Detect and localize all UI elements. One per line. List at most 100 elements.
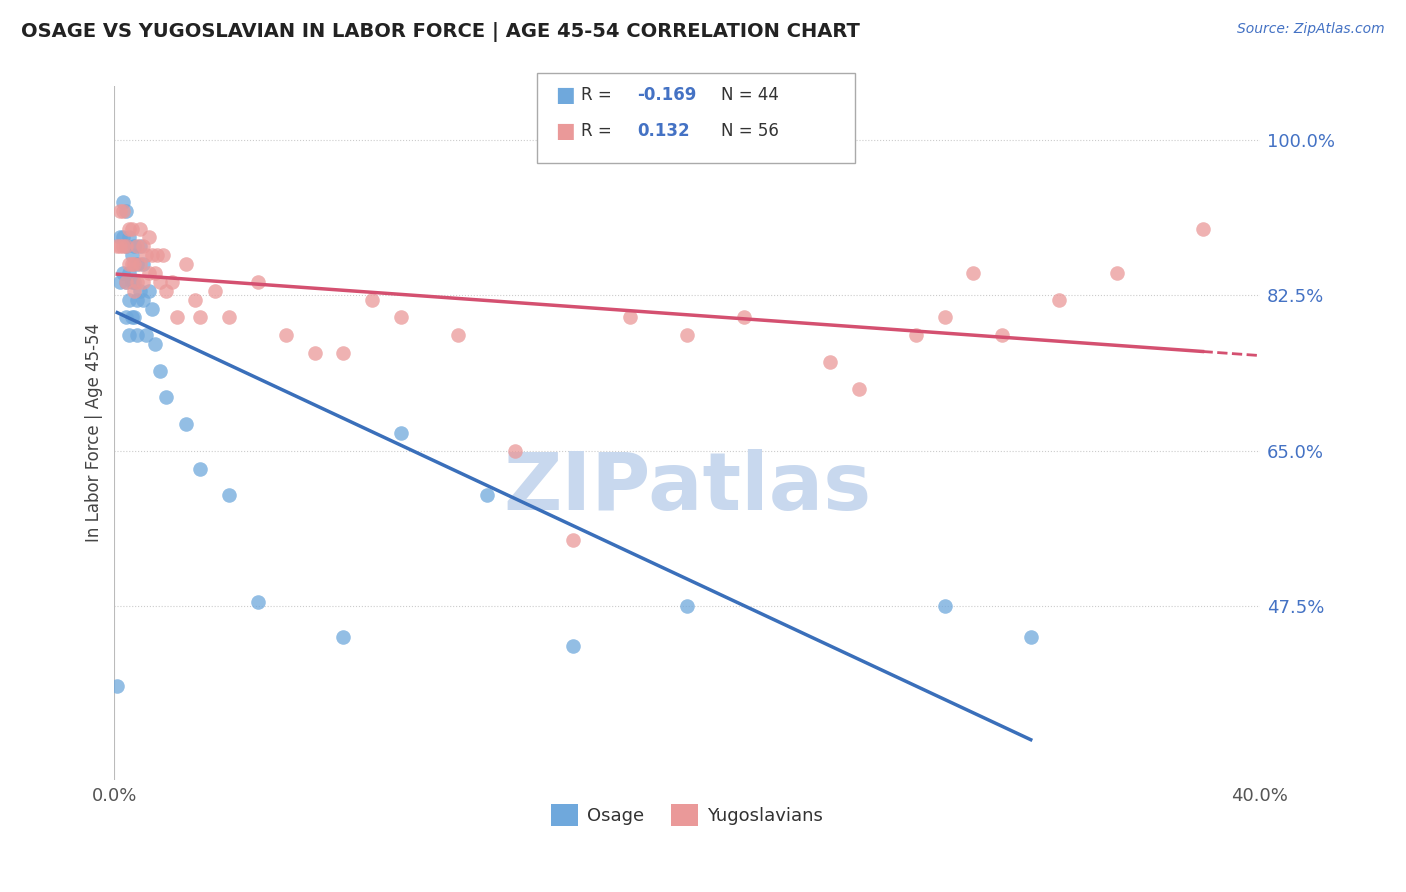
Text: N = 56: N = 56 (721, 122, 779, 140)
Point (143, 337, 166, 351)
Point (132, 293, 155, 307)
Legend: Osage, Yugoslavians: Osage, Yugoslavians (544, 797, 831, 833)
Point (124, 275, 146, 289)
Point (129, 284, 152, 298)
Text: ■: ■ (555, 86, 575, 105)
Point (105, 239, 128, 253)
Point (174, 257, 197, 271)
Point (676, 599, 699, 614)
Point (118, 328, 141, 343)
Point (149, 275, 172, 289)
Point (204, 284, 226, 298)
Point (132, 275, 155, 289)
Point (820, 355, 842, 369)
Point (111, 203, 134, 218)
Point (135, 248, 157, 262)
Point (389, 310, 412, 325)
Point (991, 328, 1014, 343)
Y-axis label: In Labor Force | Age 45-54: In Labor Force | Age 45-54 (86, 324, 103, 542)
Point (276, 328, 298, 343)
Point (1105, 266, 1128, 280)
Text: R =: R = (581, 122, 617, 140)
Point (115, 275, 138, 289)
Point (127, 257, 149, 271)
Text: ZIPatlas: ZIPatlas (503, 450, 872, 527)
Point (246, 275, 269, 289)
Point (152, 248, 174, 262)
Point (361, 293, 384, 307)
Point (115, 239, 138, 253)
Point (135, 328, 157, 343)
Text: R =: R = (581, 87, 617, 104)
Point (188, 310, 211, 325)
Point (129, 257, 152, 271)
Point (332, 631, 354, 645)
Point (121, 275, 143, 289)
Point (127, 328, 149, 343)
Point (129, 221, 152, 235)
Text: ■: ■ (555, 121, 575, 141)
Point (108, 275, 131, 289)
Point (124, 310, 146, 325)
Point (1019, 631, 1042, 645)
Point (155, 284, 177, 298)
Point (124, 257, 146, 271)
Point (141, 248, 163, 262)
Point (111, 230, 134, 244)
Point (118, 230, 141, 244)
Point (934, 310, 956, 325)
Point (246, 595, 269, 609)
Point (138, 266, 160, 280)
Point (115, 239, 138, 253)
Point (105, 679, 128, 693)
Point (962, 266, 984, 280)
Text: OSAGE VS YUGOSLAVIAN IN LABOR FORCE | AGE 45-54 CORRELATION CHART: OSAGE VS YUGOSLAVIAN IN LABOR FORCE | AG… (21, 22, 860, 42)
Point (676, 328, 699, 343)
Point (127, 275, 149, 289)
Point (188, 461, 211, 475)
Point (505, 443, 527, 458)
Point (138, 284, 160, 298)
Point (129, 239, 152, 253)
Point (121, 310, 143, 325)
Point (160, 275, 183, 289)
Point (934, 599, 956, 614)
Point (561, 533, 583, 547)
Point (475, 488, 498, 502)
Point (108, 239, 131, 253)
Point (183, 293, 205, 307)
Text: 0.132: 0.132 (637, 122, 689, 140)
Point (108, 203, 131, 218)
Point (111, 266, 134, 280)
Point (447, 328, 470, 343)
Point (127, 293, 149, 307)
Point (848, 382, 870, 396)
Point (124, 239, 146, 253)
Point (389, 425, 412, 440)
Point (121, 257, 143, 271)
Point (619, 310, 641, 325)
Point (115, 310, 138, 325)
Point (132, 239, 155, 253)
Point (127, 239, 149, 253)
Point (118, 257, 141, 271)
Point (155, 391, 177, 405)
Text: Source: ZipAtlas.com: Source: ZipAtlas.com (1237, 22, 1385, 37)
Point (111, 239, 134, 253)
Point (905, 328, 928, 343)
Point (121, 248, 143, 262)
Text: -0.169: -0.169 (637, 87, 696, 104)
Point (332, 346, 354, 360)
Point (143, 266, 166, 280)
Point (1191, 221, 1213, 235)
Point (118, 266, 141, 280)
Point (733, 310, 755, 325)
Point (174, 417, 197, 431)
Point (218, 488, 240, 502)
Text: N = 44: N = 44 (721, 87, 779, 104)
Point (166, 310, 188, 325)
Point (304, 346, 326, 360)
Point (115, 203, 138, 218)
Point (1047, 293, 1070, 307)
Point (111, 194, 134, 209)
